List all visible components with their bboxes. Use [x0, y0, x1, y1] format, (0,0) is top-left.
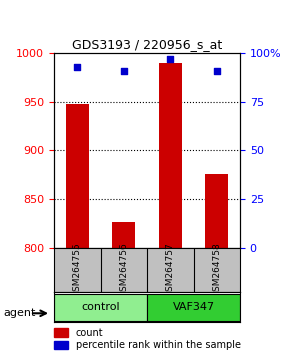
Point — [168, 56, 173, 62]
FancyBboxPatch shape — [54, 293, 147, 321]
Text: control: control — [81, 302, 120, 312]
Bar — [159, 63, 182, 248]
Bar — [54, 341, 68, 349]
Title: GDS3193 / 220956_s_at: GDS3193 / 220956_s_at — [72, 38, 222, 51]
Text: GSM264758: GSM264758 — [212, 242, 221, 297]
FancyBboxPatch shape — [147, 293, 240, 321]
Text: GSM264756: GSM264756 — [119, 242, 128, 297]
Point — [122, 68, 126, 73]
Bar — [54, 328, 68, 337]
Text: percentile rank within the sample: percentile rank within the sample — [76, 340, 241, 350]
Point — [214, 68, 219, 73]
Bar — [205, 174, 228, 248]
Text: count: count — [76, 327, 103, 338]
Bar — [66, 104, 89, 248]
Text: GSM264757: GSM264757 — [166, 242, 175, 297]
Text: VAF347: VAF347 — [172, 302, 214, 312]
Bar — [112, 222, 135, 248]
Point — [75, 64, 80, 69]
Text: GSM264755: GSM264755 — [73, 242, 82, 297]
Text: agent: agent — [3, 308, 35, 318]
